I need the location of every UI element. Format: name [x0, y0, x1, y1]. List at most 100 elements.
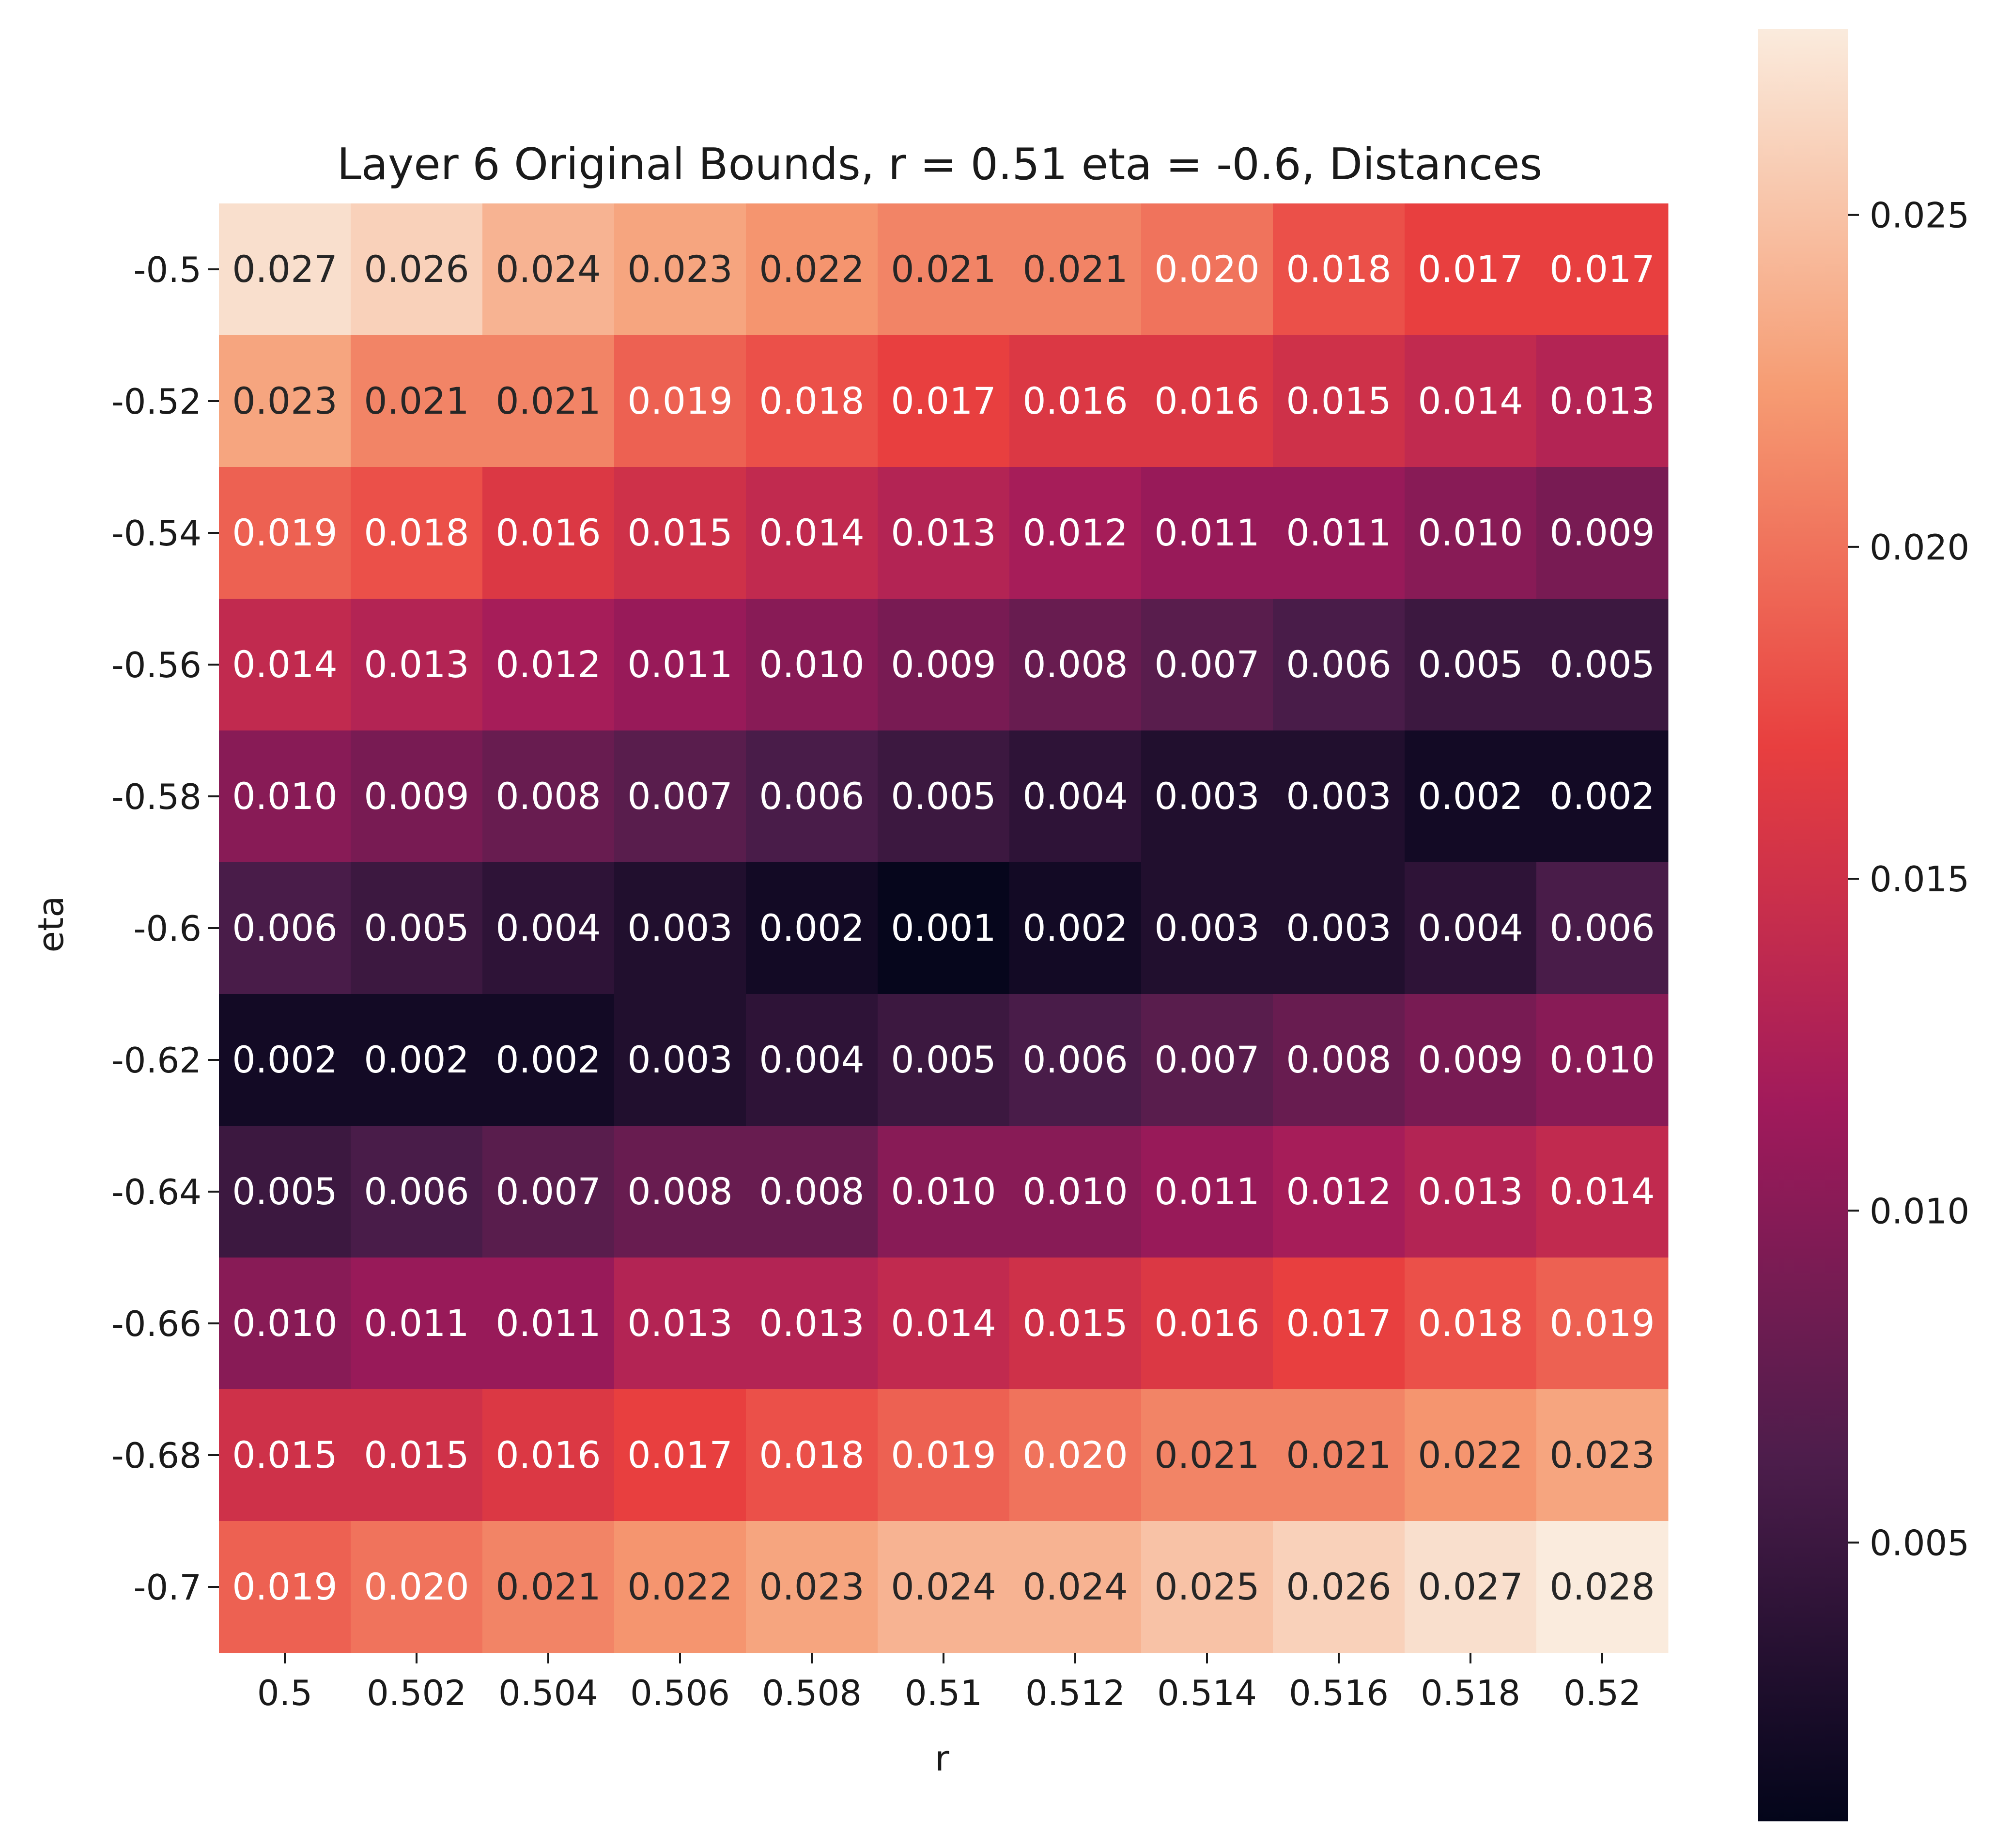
heatmap-cell [219, 1521, 351, 1653]
y-tick-label: -0.56 [111, 645, 201, 685]
heatmap-cell [1009, 1126, 1142, 1258]
cell-value-label: 0.024 [891, 1565, 996, 1608]
heatmap-cell [746, 467, 878, 599]
cell-value-label: 0.007 [495, 1170, 601, 1213]
x-tick-label: 0.51 [905, 1673, 982, 1713]
cell-value-label: 0.023 [232, 379, 338, 422]
heatmap-cell [614, 335, 746, 467]
heatmap-cell [614, 1258, 746, 1390]
cell-value-label: 0.019 [891, 1433, 996, 1476]
cell-value-label: 0.005 [891, 1038, 996, 1081]
cell-value-label: 0.011 [1154, 1170, 1260, 1213]
heatmap-cell [614, 1126, 746, 1258]
heatmap-cell [1141, 994, 1273, 1126]
cell-value-label: 0.022 [627, 1565, 733, 1608]
cell-value-label: 0.007 [627, 775, 733, 818]
cell-value-label: 0.008 [495, 775, 601, 818]
cell-value-label: 0.016 [1154, 379, 1260, 422]
heatmap-cell [1273, 1389, 1405, 1522]
heatmap-cell [1141, 1126, 1273, 1258]
cell-value-label: 0.010 [891, 1170, 996, 1213]
colorbar-tick-label: 0.020 [1870, 527, 1969, 568]
cell-value-label: 0.026 [364, 248, 469, 291]
heatmap-cell [746, 730, 878, 863]
heatmap-cell [746, 203, 878, 336]
heatmap-cell [1009, 994, 1142, 1126]
heatmap-cell [1141, 467, 1273, 599]
cell-value-label: 0.002 [759, 906, 865, 949]
heatmap-cell [1141, 862, 1273, 994]
cell-value-label: 0.008 [627, 1170, 733, 1213]
cell-value-label: 0.006 [1286, 643, 1392, 686]
cell-value-label: 0.014 [232, 643, 338, 686]
heatmap-cell [351, 1126, 483, 1258]
heatmap-cell [746, 1126, 878, 1258]
y-tick-label: -0.62 [111, 1040, 201, 1081]
heatmap-cell [482, 1126, 615, 1258]
cell-value-label: 0.005 [1418, 643, 1523, 686]
cell-value-label: 0.024 [495, 248, 601, 291]
heatmap-cell [1009, 730, 1142, 863]
cell-value-label: 0.008 [1286, 1038, 1392, 1081]
cell-value-label: 0.023 [627, 248, 733, 291]
heatmap-cell [1536, 1521, 1669, 1653]
heatmap-cell [1536, 862, 1669, 994]
heatmap-cell [1405, 203, 1537, 336]
heatmap-cell [482, 730, 615, 863]
cell-value-label: 0.019 [1549, 1302, 1655, 1345]
cell-value-label: 0.009 [1418, 1038, 1523, 1081]
cell-value-label: 0.013 [891, 511, 996, 554]
cell-value-label: 0.014 [1418, 379, 1523, 422]
cell-value-label: 0.017 [891, 379, 996, 422]
heatmap-cell [482, 1521, 615, 1653]
heatmap-cell [1009, 1389, 1142, 1522]
cell-value-label: 0.024 [1022, 1565, 1128, 1608]
heatmap-cell [746, 862, 878, 994]
cell-value-label: 0.016 [1022, 379, 1128, 422]
heatmap-cell [1405, 1258, 1537, 1390]
heatmap-cell [1536, 1258, 1669, 1390]
cell-value-label: 0.021 [1022, 248, 1128, 291]
cell-value-label: 0.018 [364, 511, 469, 554]
y-tick-label: -0.54 [111, 513, 201, 554]
heatmap-cell [878, 203, 1010, 336]
cell-value-label: 0.003 [1286, 775, 1392, 818]
cell-value-label: 0.016 [495, 1433, 601, 1476]
cell-value-label: 0.018 [1286, 248, 1392, 291]
cell-value-label: 0.004 [759, 1038, 865, 1081]
heatmap-cell [351, 599, 483, 731]
cell-value-label: 0.020 [1022, 1433, 1128, 1476]
heatmap-cell [1536, 467, 1669, 599]
colorbar-tick-label: 0.010 [1870, 1191, 1969, 1231]
heatmap-cell [746, 994, 878, 1126]
cell-value-label: 0.012 [1286, 1170, 1392, 1213]
cell-value-label: 0.012 [495, 643, 601, 686]
heatmap-cell [219, 1389, 351, 1522]
cell-value-label: 0.009 [891, 643, 996, 686]
cell-value-label: 0.010 [1549, 1038, 1655, 1081]
cell-value-label: 0.019 [232, 511, 338, 554]
cell-value-label: 0.004 [1022, 775, 1128, 818]
heatmap-cell [351, 467, 483, 599]
cell-value-label: 0.010 [1022, 1170, 1128, 1213]
heatmap-cell [878, 1521, 1010, 1653]
cell-value-label: 0.010 [759, 643, 865, 686]
cell-value-label: 0.015 [232, 1433, 338, 1476]
y-tick-label: -0.68 [111, 1435, 201, 1476]
cell-value-label: 0.002 [1418, 775, 1523, 818]
heatmap-cell [1405, 1521, 1537, 1653]
cell-value-label: 0.021 [1154, 1433, 1260, 1476]
cell-value-label: 0.018 [759, 1433, 865, 1476]
heatmap-cell [219, 994, 351, 1126]
cell-value-label: 0.002 [495, 1038, 601, 1081]
heatmap-cell [219, 730, 351, 863]
cell-value-label: 0.006 [364, 1170, 469, 1213]
heatmap-cell [1009, 599, 1142, 731]
heatmap-cell [1536, 1389, 1669, 1522]
cell-value-label: 0.014 [1549, 1170, 1655, 1213]
x-tick-label: 0.508 [762, 1673, 862, 1713]
cell-value-label: 0.027 [1418, 1565, 1523, 1608]
heatmap-cell [1009, 467, 1142, 599]
cell-value-label: 0.016 [495, 511, 601, 554]
